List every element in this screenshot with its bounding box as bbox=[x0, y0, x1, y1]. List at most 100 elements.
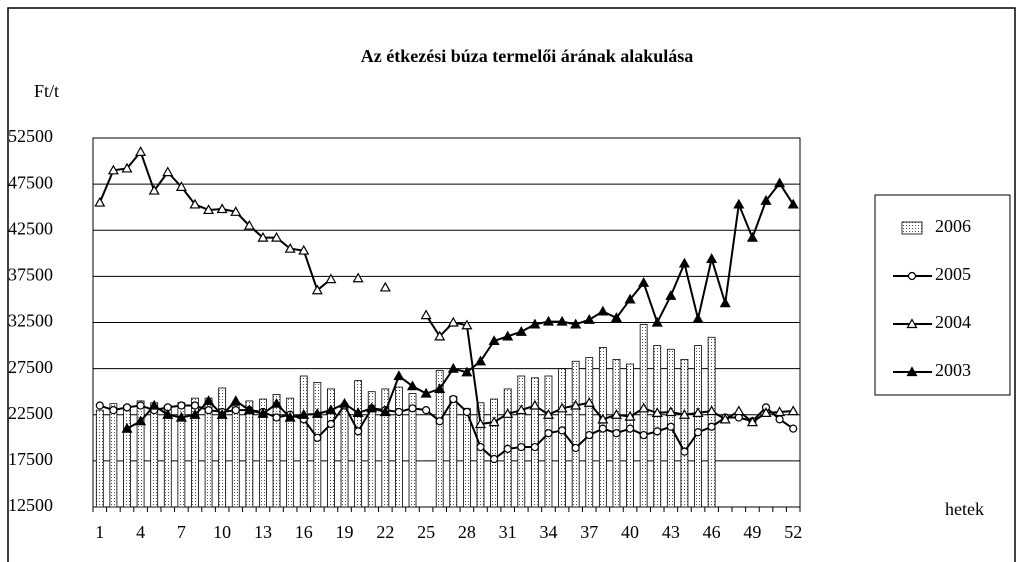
point bbox=[354, 427, 363, 436]
point bbox=[434, 383, 446, 394]
point bbox=[162, 409, 174, 419]
bar bbox=[354, 380, 363, 508]
point bbox=[571, 443, 580, 453]
bar bbox=[680, 358, 689, 508]
point bbox=[733, 405, 745, 416]
point bbox=[651, 407, 663, 418]
series-line bbox=[126, 181, 795, 430]
x-tick-label: 43 bbox=[662, 522, 680, 542]
point bbox=[787, 198, 799, 209]
point bbox=[216, 409, 228, 419]
point bbox=[542, 315, 554, 326]
point bbox=[121, 422, 133, 433]
point bbox=[311, 284, 323, 295]
point bbox=[109, 406, 118, 415]
bar bbox=[150, 402, 159, 508]
x-tick-label: 4 bbox=[136, 522, 145, 542]
point bbox=[556, 315, 568, 326]
point bbox=[529, 318, 541, 329]
point bbox=[339, 397, 351, 408]
point bbox=[352, 407, 364, 418]
legend-label: 2003 bbox=[935, 360, 971, 380]
y-tick-label: 12500 bbox=[8, 495, 53, 515]
point bbox=[435, 417, 444, 426]
point bbox=[408, 404, 417, 413]
y-tick-label: 17500 bbox=[8, 449, 53, 469]
point bbox=[203, 204, 215, 215]
point bbox=[787, 405, 799, 416]
point bbox=[311, 408, 323, 418]
point bbox=[542, 409, 554, 419]
point bbox=[760, 195, 772, 205]
legend-swatch bbox=[901, 221, 923, 235]
point bbox=[665, 290, 677, 300]
point bbox=[476, 442, 485, 452]
point bbox=[325, 273, 337, 284]
x-tick-label: 37 bbox=[580, 522, 598, 542]
point bbox=[175, 411, 187, 422]
point bbox=[706, 405, 718, 416]
point bbox=[639, 430, 648, 440]
x-tick-label: 34 bbox=[539, 522, 557, 542]
bar bbox=[639, 323, 648, 508]
point bbox=[678, 257, 690, 268]
point bbox=[148, 399, 160, 410]
x-tick-label: 16 bbox=[295, 522, 313, 542]
point bbox=[488, 335, 500, 346]
point bbox=[583, 397, 595, 407]
point bbox=[122, 403, 132, 412]
point bbox=[434, 330, 446, 341]
point bbox=[706, 253, 718, 263]
point bbox=[775, 415, 784, 424]
point bbox=[177, 401, 186, 410]
bar bbox=[95, 409, 104, 508]
bar bbox=[408, 393, 417, 508]
point bbox=[394, 407, 404, 417]
chart-title: Az étkezési búza termelői árának alakulá… bbox=[361, 46, 693, 66]
point bbox=[121, 162, 133, 173]
point bbox=[489, 454, 499, 464]
x-tick-label: 31 bbox=[499, 522, 517, 542]
frame bbox=[7, 7, 1016, 562]
point bbox=[530, 442, 539, 452]
bar bbox=[490, 398, 498, 508]
point bbox=[107, 164, 119, 175]
point bbox=[583, 314, 595, 324]
point bbox=[474, 355, 487, 366]
point bbox=[544, 429, 553, 438]
point bbox=[719, 297, 731, 308]
bar bbox=[109, 403, 118, 508]
legend-label: 2004 bbox=[935, 312, 971, 332]
y-tick-label: 27500 bbox=[8, 357, 53, 377]
y-tick-label: 52500 bbox=[8, 126, 53, 146]
y-tick-label: 47500 bbox=[8, 172, 53, 192]
point bbox=[271, 397, 283, 408]
point bbox=[707, 422, 716, 431]
bar bbox=[204, 397, 213, 508]
bar bbox=[653, 345, 662, 508]
point bbox=[774, 406, 786, 417]
point bbox=[488, 416, 500, 427]
point bbox=[474, 418, 487, 429]
bar bbox=[163, 405, 172, 508]
point bbox=[503, 444, 512, 453]
y-tick-label: 37500 bbox=[8, 265, 53, 285]
bar bbox=[694, 345, 702, 508]
bar bbox=[626, 363, 634, 508]
x-tick-label: 40 bbox=[621, 522, 639, 542]
bar bbox=[299, 375, 308, 508]
point bbox=[379, 406, 391, 417]
point bbox=[719, 413, 731, 424]
x-tick-label: 52 bbox=[784, 522, 802, 542]
bar bbox=[530, 377, 539, 508]
bar bbox=[136, 400, 145, 508]
point bbox=[189, 198, 201, 209]
point bbox=[680, 447, 689, 456]
point bbox=[556, 402, 568, 413]
x-axis-label: hetek bbox=[945, 499, 984, 519]
x-tick-label: 46 bbox=[703, 522, 721, 542]
x-tick-label: 10 bbox=[213, 522, 231, 542]
point bbox=[665, 406, 677, 417]
point bbox=[449, 394, 458, 404]
point bbox=[678, 409, 690, 419]
